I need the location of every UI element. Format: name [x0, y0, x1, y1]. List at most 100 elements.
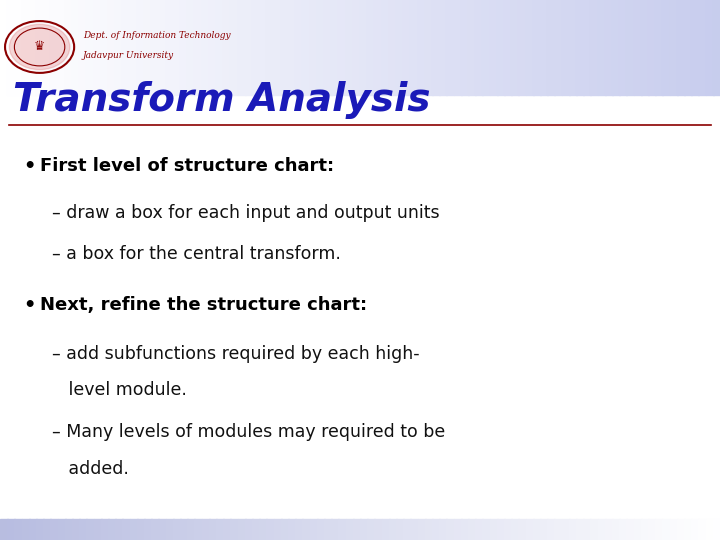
Bar: [554, 0, 562, 94]
Bar: [158, 0, 166, 94]
Bar: [367, 519, 375, 540]
Bar: [122, 519, 130, 540]
Bar: [216, 519, 224, 540]
Bar: [346, 519, 354, 540]
Bar: [194, 519, 202, 540]
Bar: [562, 519, 570, 540]
Bar: [641, 0, 649, 94]
Bar: [353, 0, 361, 94]
Bar: [274, 0, 282, 94]
Bar: [713, 0, 720, 94]
Text: level module.: level module.: [52, 381, 186, 399]
Bar: [324, 519, 332, 540]
Bar: [50, 519, 58, 540]
Bar: [540, 519, 548, 540]
Bar: [670, 0, 678, 94]
Bar: [338, 519, 346, 540]
Bar: [598, 0, 606, 94]
Text: Next, refine the structure chart:: Next, refine the structure chart:: [40, 296, 366, 314]
Bar: [425, 519, 433, 540]
Bar: [684, 0, 692, 94]
Text: – add subfunctions required by each high-: – add subfunctions required by each high…: [52, 345, 420, 362]
Bar: [439, 0, 447, 94]
Bar: [187, 519, 195, 540]
Bar: [396, 519, 404, 540]
Bar: [245, 519, 253, 540]
Circle shape: [9, 24, 70, 70]
Text: Transform Analysis: Transform Analysis: [13, 81, 431, 119]
Bar: [439, 519, 447, 540]
Bar: [151, 0, 159, 94]
Bar: [130, 519, 138, 540]
Bar: [461, 0, 469, 94]
Bar: [389, 0, 397, 94]
Bar: [533, 519, 541, 540]
Text: First level of structure chart:: First level of structure chart:: [40, 157, 334, 174]
Bar: [331, 519, 339, 540]
Bar: [36, 519, 44, 540]
Bar: [346, 0, 354, 94]
Bar: [29, 0, 37, 94]
Bar: [518, 519, 526, 540]
Bar: [317, 519, 325, 540]
Bar: [65, 0, 73, 94]
Bar: [590, 519, 598, 540]
Bar: [94, 519, 102, 540]
Bar: [569, 519, 577, 540]
Bar: [58, 0, 66, 94]
Bar: [626, 519, 634, 540]
Bar: [180, 519, 188, 540]
Bar: [266, 0, 274, 94]
Bar: [353, 519, 361, 540]
Bar: [684, 519, 692, 540]
Bar: [122, 0, 130, 94]
Bar: [605, 0, 613, 94]
Bar: [634, 0, 642, 94]
Bar: [115, 0, 123, 94]
Bar: [468, 0, 476, 94]
Bar: [22, 519, 30, 540]
Bar: [648, 519, 656, 540]
Bar: [562, 0, 570, 94]
Bar: [547, 519, 555, 540]
Bar: [662, 0, 670, 94]
Bar: [317, 0, 325, 94]
Bar: [158, 519, 166, 540]
Bar: [94, 0, 102, 94]
Bar: [50, 0, 58, 94]
Bar: [7, 519, 15, 540]
Bar: [526, 519, 534, 540]
Bar: [367, 0, 375, 94]
Bar: [173, 519, 181, 540]
Bar: [396, 0, 404, 94]
Bar: [0, 0, 8, 94]
Bar: [403, 519, 411, 540]
Bar: [79, 519, 87, 540]
Bar: [619, 0, 627, 94]
Bar: [187, 0, 195, 94]
Bar: [180, 0, 188, 94]
Bar: [230, 0, 238, 94]
Bar: [662, 519, 670, 540]
Bar: [238, 0, 246, 94]
Bar: [281, 519, 289, 540]
Bar: [223, 519, 231, 540]
Bar: [569, 0, 577, 94]
Bar: [410, 519, 418, 540]
Bar: [374, 0, 382, 94]
Bar: [65, 519, 73, 540]
Bar: [475, 0, 483, 94]
Bar: [130, 0, 138, 94]
Bar: [108, 519, 116, 540]
Bar: [86, 0, 94, 94]
Text: Jadavpur University: Jadavpur University: [83, 51, 174, 59]
Text: added.: added.: [52, 460, 129, 478]
Bar: [418, 519, 426, 540]
Bar: [14, 0, 22, 94]
Bar: [72, 519, 80, 540]
Bar: [288, 0, 296, 94]
Bar: [166, 519, 174, 540]
Bar: [281, 0, 289, 94]
Bar: [605, 519, 613, 540]
Bar: [511, 0, 519, 94]
